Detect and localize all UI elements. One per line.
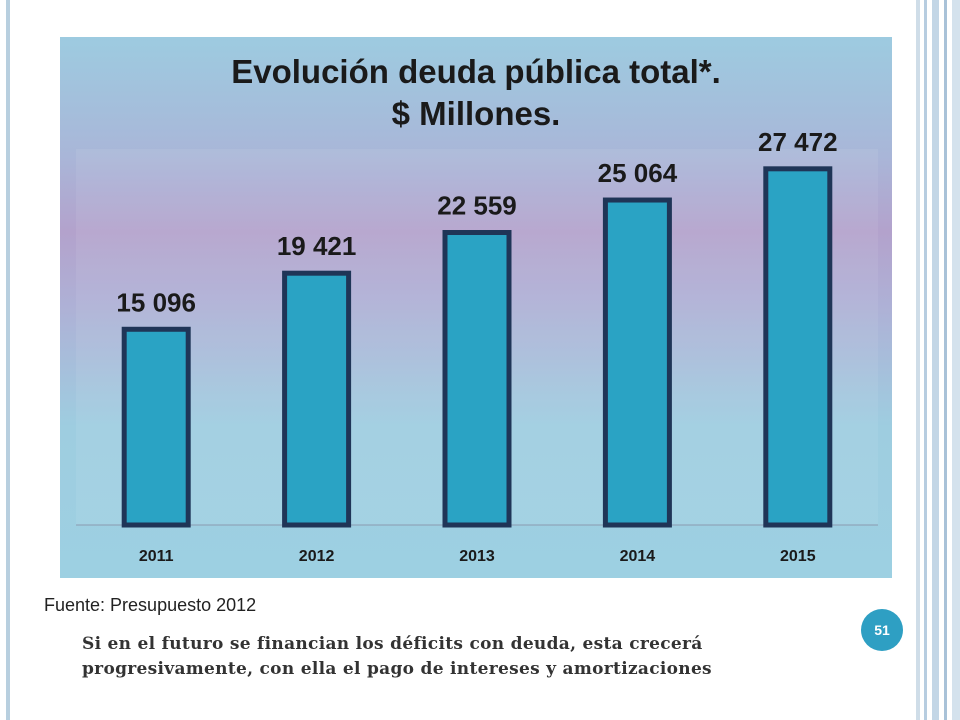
x-tick-label-2015: 2015 <box>780 548 816 565</box>
x-tick-label-2013: 2013 <box>459 548 495 565</box>
bar-2014 <box>602 197 672 528</box>
x-tick-label-2012: 2012 <box>299 548 335 565</box>
bar-2015 <box>763 166 833 528</box>
chart-title-line-2: $ Millones. <box>391 95 561 132</box>
footer-text: Si en el futuro se financian los déficit… <box>82 634 712 679</box>
bar-2012 <box>282 270 352 528</box>
bar-chart: 15 096 2011 19 421 2012 22 559 2013 25 064 2014… <box>76 127 878 565</box>
data-label-2012: 19 421 <box>277 231 357 261</box>
source-note: Fuente: Presupuesto 2012 <box>44 595 257 615</box>
bar-2013 <box>442 230 512 528</box>
x-tick-label-2014: 2014 <box>620 548 656 565</box>
bar-2011 <box>121 326 191 528</box>
data-label-2015: 27 472 <box>758 127 838 157</box>
chart-title-line-1: Evolución deuda pública total*. <box>231 53 721 90</box>
data-label-2013: 22 559 <box>437 191 517 221</box>
left-decor-rule <box>6 0 10 720</box>
chart-title: Evolución deuda pública total*. $ Millon… <box>60 51 892 135</box>
data-label-2011: 15 096 <box>116 287 196 317</box>
data-label-2014: 25 064 <box>598 158 678 188</box>
page-number-badge: 51 <box>861 609 903 651</box>
x-tick-label-2011: 2011 <box>139 548 174 565</box>
right-decor-rules <box>916 0 960 720</box>
chart-panel: 15 096 2011 19 421 2012 22 559 2013 25 064 2014… <box>60 37 892 578</box>
